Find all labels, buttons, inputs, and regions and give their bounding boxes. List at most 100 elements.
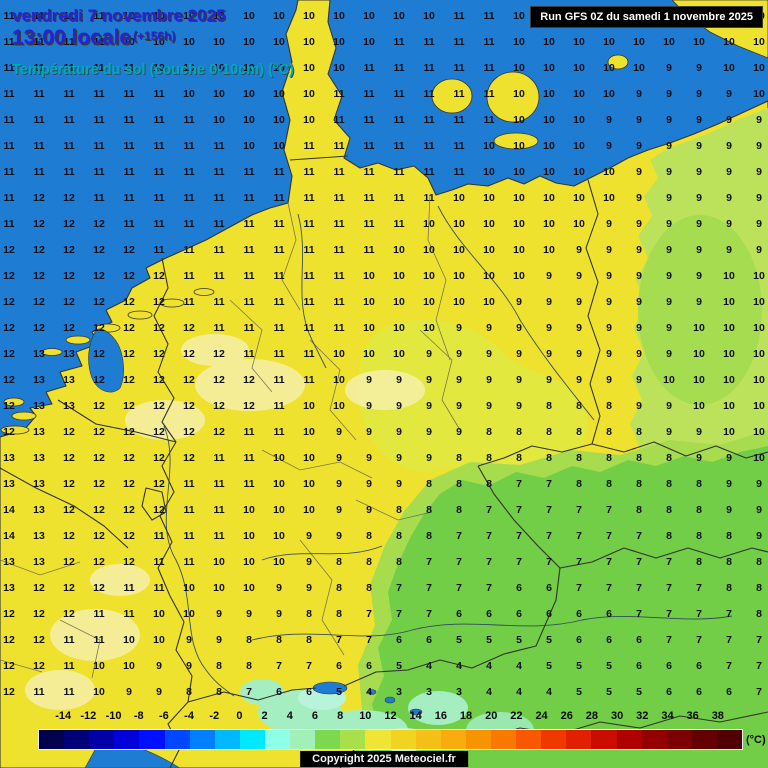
temperature-value: 9 xyxy=(756,217,762,230)
temperature-value: 10 xyxy=(723,425,735,438)
temperature-value: 10 xyxy=(243,139,255,152)
temperature-value: 7 xyxy=(486,581,492,594)
temperature-value: 5 xyxy=(486,633,492,646)
temperature-value: 12 xyxy=(153,503,165,516)
temperature-value: 9 xyxy=(366,503,372,516)
temperature-value: 5 xyxy=(336,685,342,698)
temperature-value: 12 xyxy=(63,321,75,334)
temperature-value: 9 xyxy=(756,165,762,178)
temperature-value: 12 xyxy=(3,685,15,698)
scale-color-block xyxy=(264,730,291,749)
temperature-value: 11 xyxy=(183,503,195,516)
temperature-value: 11 xyxy=(483,113,495,126)
temperature-value: 9 xyxy=(276,607,282,620)
temperature-value: 10 xyxy=(453,217,465,230)
temperature-value: 9 xyxy=(456,321,462,334)
temperature-value: 11 xyxy=(393,139,405,152)
temperature-value: 11 xyxy=(423,139,435,152)
temperature-value: 11 xyxy=(63,139,75,152)
temperature-value: 11 xyxy=(3,9,15,22)
temperature-value: 6 xyxy=(486,607,492,620)
temperature-value: 11 xyxy=(303,165,315,178)
temperature-value: 10 xyxy=(483,269,495,282)
temperature-value: 11 xyxy=(93,61,105,74)
temperature-value: 10 xyxy=(333,373,345,386)
temperature-value: 11 xyxy=(33,113,45,126)
scale-tick-label: 32 xyxy=(636,710,649,722)
temperature-value: 10 xyxy=(603,87,615,100)
temperature-value: 4 xyxy=(456,659,462,672)
temperature-value: 11 xyxy=(63,9,75,22)
temperature-value: 4 xyxy=(426,659,432,672)
temperature-value: 8 xyxy=(576,477,582,490)
temperature-value: 11 xyxy=(273,425,285,438)
temperature-value: 10 xyxy=(753,35,765,48)
temperature-value: 11 xyxy=(423,165,435,178)
temperature-value: 10 xyxy=(183,9,195,22)
temperature-value: 11 xyxy=(243,451,255,464)
temperature-value: 12 xyxy=(33,607,45,620)
scale-tick-label: 0 xyxy=(236,710,243,722)
temperature-value: 11 xyxy=(393,113,405,126)
scale-tick-label: -2 xyxy=(209,710,220,722)
temperature-value: 10 xyxy=(393,269,405,282)
temperature-value: 9 xyxy=(756,477,762,490)
scale-tick-label: -12 xyxy=(80,710,97,722)
temperature-value: 10 xyxy=(483,243,495,256)
temperature-value: 8 xyxy=(516,451,522,464)
temperature-value: 5 xyxy=(576,659,582,672)
temperature-value: 11 xyxy=(93,607,105,620)
temperature-value: 12 xyxy=(93,321,105,334)
temperature-value: 9 xyxy=(666,347,672,360)
temperature-value: 11 xyxy=(63,685,75,698)
temperature-value: 12 xyxy=(93,295,105,308)
temperature-value: 9 xyxy=(666,191,672,204)
temperature-value: 11 xyxy=(243,321,255,334)
temperature-value: 10 xyxy=(123,633,135,646)
temperature-value: 9 xyxy=(246,607,252,620)
temperature-value: 9 xyxy=(606,373,612,386)
temperature-value: 6 xyxy=(696,685,702,698)
temperature-value: 10 xyxy=(513,269,525,282)
temperature-value: 10 xyxy=(663,35,675,48)
temperature-value: 8 xyxy=(246,659,252,672)
temp-region-southeast-green xyxy=(368,446,768,768)
temperature-value: 8 xyxy=(486,425,492,438)
temperature-value: 11 xyxy=(273,373,285,386)
temperature-value: 8 xyxy=(456,451,462,464)
temperature-value: 12 xyxy=(63,607,75,620)
temperature-value: 11 xyxy=(423,61,435,74)
temperature-value: 7 xyxy=(636,581,642,594)
temperature-value: 11 xyxy=(123,165,135,178)
temperature-value: 11 xyxy=(3,35,15,48)
temperature-value: 8 xyxy=(726,581,732,594)
temperature-value: 13 xyxy=(33,347,45,360)
temperature-value: 9 xyxy=(756,529,762,542)
temperature-value: 12 xyxy=(183,399,195,412)
temperature-value: 12 xyxy=(93,217,105,230)
temperature-value: 11 xyxy=(123,113,135,126)
temperature-value: 12 xyxy=(153,399,165,412)
temperature-value: 8 xyxy=(606,477,612,490)
temperature-value: 10 xyxy=(243,87,255,100)
temperature-value: 10 xyxy=(333,35,345,48)
temperature-value: 8 xyxy=(606,451,612,464)
temperature-value: 11 xyxy=(33,139,45,152)
scale-tick-label: 34 xyxy=(661,710,674,722)
temperature-value: 7 xyxy=(696,633,702,646)
temperature-value: 11 xyxy=(333,87,345,100)
temperature-value: 7 xyxy=(546,555,552,568)
temperature-value: 12 xyxy=(63,555,75,568)
temperature-value: 7 xyxy=(516,529,522,542)
temperature-value: 12 xyxy=(93,347,105,360)
temperature-value: 11 xyxy=(393,191,405,204)
temperature-value: 11 xyxy=(123,217,135,230)
temperature-value: 7 xyxy=(756,685,762,698)
temperature-value: 10 xyxy=(543,243,555,256)
temperature-value: 9 xyxy=(636,243,642,256)
temperature-value: 10 xyxy=(243,9,255,22)
scale-color-block xyxy=(490,730,517,749)
temperature-value: 11 xyxy=(423,87,435,100)
temperature-value: 7 xyxy=(546,503,552,516)
temperature-value: 11 xyxy=(183,477,195,490)
